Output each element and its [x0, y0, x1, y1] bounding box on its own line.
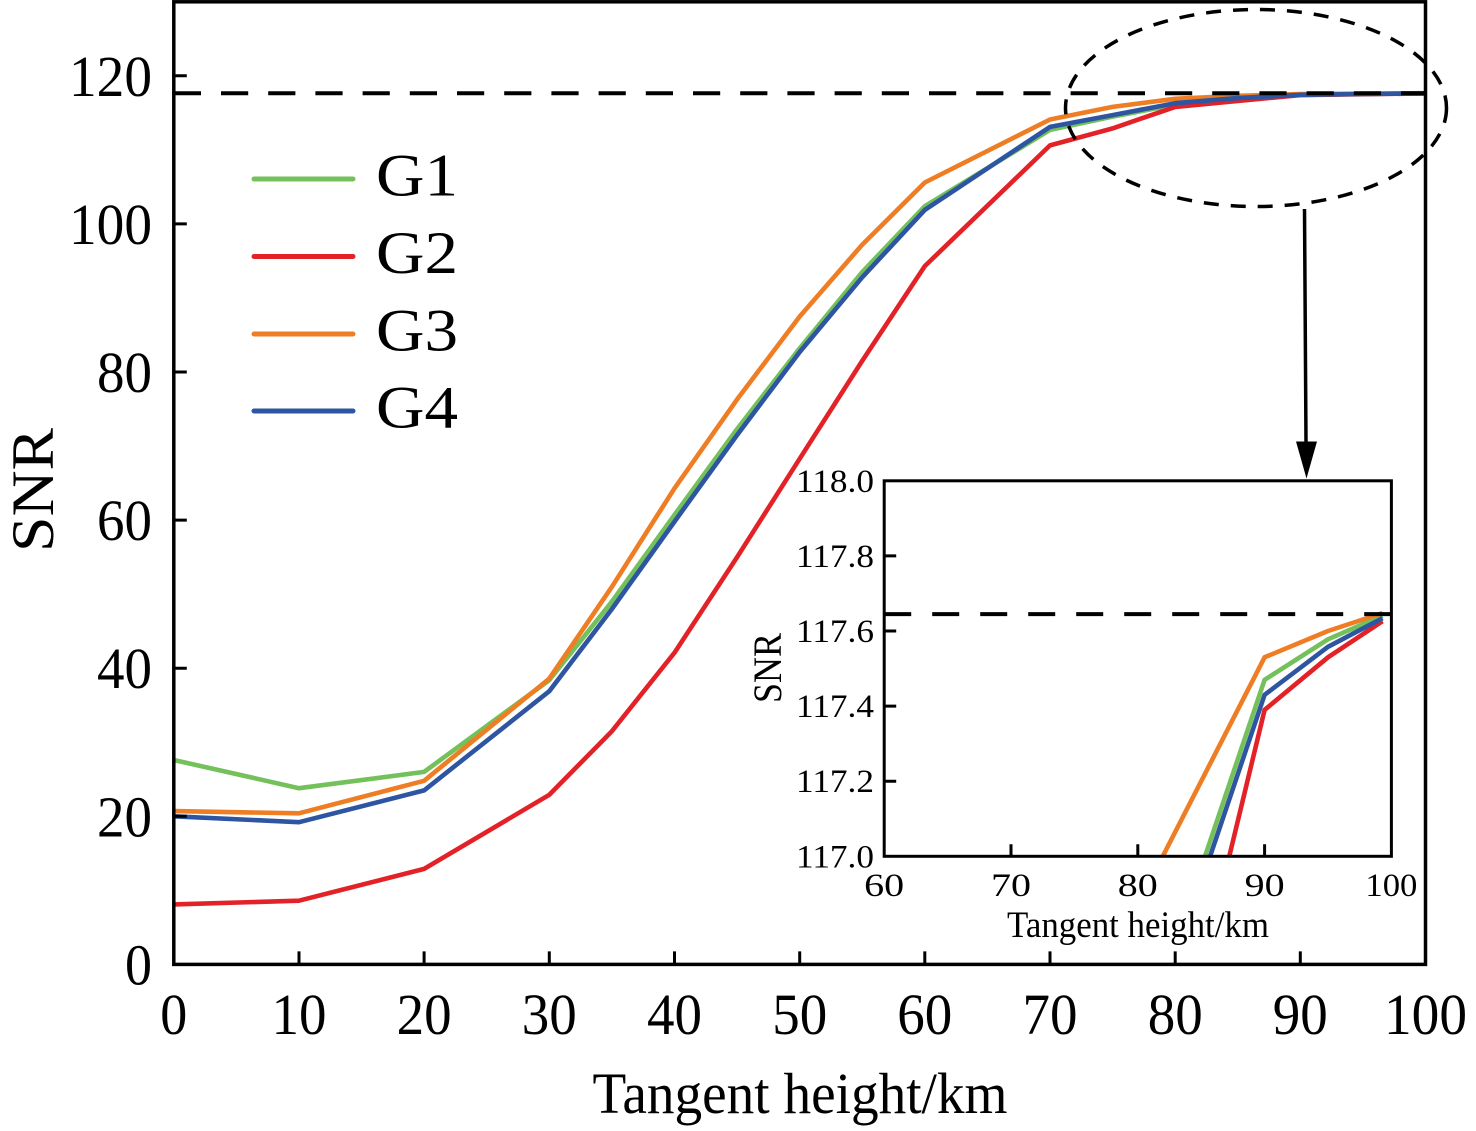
svg-text:G4: G4 — [376, 375, 458, 441]
svg-text:70: 70 — [1023, 982, 1078, 1047]
svg-text:0: 0 — [160, 982, 187, 1047]
svg-text:30: 30 — [522, 982, 577, 1047]
svg-text:117.4: 117.4 — [796, 689, 874, 725]
svg-text:120: 120 — [69, 44, 152, 109]
svg-text:60: 60 — [864, 868, 904, 904]
svg-text:117.2: 117.2 — [796, 764, 874, 800]
svg-text:80: 80 — [1148, 982, 1203, 1047]
svg-text:60: 60 — [97, 488, 152, 553]
svg-text:100: 100 — [69, 192, 152, 257]
svg-text:90: 90 — [1245, 868, 1285, 904]
svg-text:SNR: SNR — [745, 633, 790, 703]
svg-text:100: 100 — [1384, 982, 1467, 1047]
svg-text:40: 40 — [647, 982, 702, 1047]
svg-text:60: 60 — [897, 982, 952, 1047]
svg-text:70: 70 — [991, 868, 1031, 904]
svg-text:G3: G3 — [376, 298, 458, 364]
svg-text:20: 20 — [97, 784, 152, 849]
svg-text:10: 10 — [272, 982, 327, 1047]
svg-text:117.8: 117.8 — [796, 539, 874, 575]
svg-text:118.0: 118.0 — [796, 464, 874, 500]
svg-text:Tangent height/km: Tangent height/km — [593, 1061, 1008, 1126]
svg-text:G2: G2 — [376, 220, 458, 286]
svg-text:80: 80 — [1118, 868, 1158, 904]
svg-text:G1: G1 — [376, 143, 458, 209]
svg-text:90: 90 — [1273, 982, 1328, 1047]
svg-text:117.6: 117.6 — [796, 614, 874, 650]
svg-text:0: 0 — [125, 932, 152, 997]
svg-text:80: 80 — [97, 340, 152, 405]
svg-text:Tangent height/km: Tangent height/km — [1007, 905, 1269, 946]
svg-text:SNR: SNR — [0, 428, 66, 552]
svg-text:117.0: 117.0 — [796, 839, 874, 875]
svg-text:50: 50 — [772, 982, 827, 1047]
svg-text:40: 40 — [97, 636, 152, 701]
svg-text:20: 20 — [397, 982, 452, 1047]
svg-text:100: 100 — [1365, 868, 1417, 904]
